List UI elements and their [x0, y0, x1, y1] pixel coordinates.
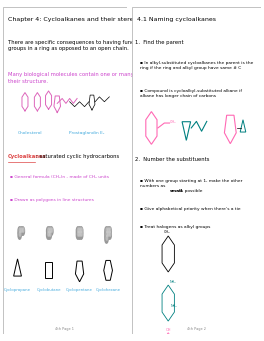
Text: as possible: as possible — [177, 190, 203, 193]
Circle shape — [19, 228, 21, 232]
Text: Cyclohexane: Cyclohexane — [96, 288, 121, 292]
Text: Prostaglandin E₁: Prostaglandin E₁ — [69, 131, 105, 135]
Text: CH₃: CH₃ — [164, 230, 170, 234]
Circle shape — [109, 232, 111, 236]
Circle shape — [50, 227, 53, 235]
Circle shape — [108, 231, 111, 239]
Circle shape — [105, 235, 108, 243]
Circle shape — [19, 232, 21, 236]
Text: ▪ Compound is cycloalkyl-substituted alkane if
alkane has longer chain of carbon: ▪ Compound is cycloalkyl-substituted alk… — [140, 89, 242, 98]
Text: ▪ With one group starting at 1, make the other
numbers as: ▪ With one group starting at 1, make the… — [140, 179, 242, 188]
Circle shape — [79, 227, 83, 235]
Circle shape — [20, 227, 23, 235]
Text: There are specific consequences to having functional
groups in a ring as opposed: There are specific consequences to havin… — [8, 40, 148, 51]
Text: 4th Page 1: 4th Page 1 — [55, 327, 74, 331]
Circle shape — [48, 231, 51, 239]
Circle shape — [108, 232, 109, 236]
Circle shape — [46, 227, 50, 235]
Circle shape — [77, 228, 79, 232]
Circle shape — [106, 236, 108, 240]
Circle shape — [46, 231, 50, 239]
Text: ▪ Treat halogens as alkyl groups: ▪ Treat halogens as alkyl groups — [140, 224, 210, 228]
Text: NH₂: NH₂ — [171, 305, 177, 308]
Circle shape — [78, 231, 81, 239]
Circle shape — [21, 227, 25, 235]
Text: Cyclopentane: Cyclopentane — [66, 288, 93, 292]
Circle shape — [108, 228, 109, 232]
Circle shape — [77, 232, 79, 236]
Circle shape — [106, 232, 108, 236]
Circle shape — [21, 228, 22, 232]
Text: Cyclopropane: Cyclopropane — [4, 288, 31, 292]
Circle shape — [48, 232, 49, 236]
Text: Cycloalkanes: Cycloalkanes — [8, 154, 46, 159]
Circle shape — [49, 228, 51, 232]
Circle shape — [105, 227, 108, 235]
Text: Cyclobutane: Cyclobutane — [36, 288, 61, 292]
Circle shape — [76, 227, 79, 235]
Circle shape — [81, 232, 82, 236]
Text: ▪ In alkyl-substituted cycloalkanes the parent is the
ring if the ring and alkyl: ▪ In alkyl-substituted cycloalkanes the … — [140, 61, 253, 70]
Circle shape — [108, 227, 111, 235]
Text: Cholesterol: Cholesterol — [18, 131, 42, 135]
Circle shape — [106, 227, 110, 235]
Text: Chapter 4: Cycloalkanes and their stereochemistry: Chapter 4: Cycloalkanes and their stereo… — [8, 17, 168, 21]
Circle shape — [109, 228, 111, 232]
Circle shape — [79, 228, 81, 232]
Text: 2.  Number the substituents: 2. Number the substituents — [135, 158, 209, 162]
Circle shape — [79, 231, 83, 239]
Circle shape — [48, 227, 51, 235]
FancyBboxPatch shape — [3, 7, 127, 334]
Circle shape — [106, 228, 108, 232]
Text: Many biological molecules contain one or many rings in
their structure.: Many biological molecules contain one or… — [8, 72, 155, 84]
Circle shape — [76, 231, 79, 239]
Circle shape — [48, 228, 49, 232]
Text: CH₃: CH₃ — [169, 120, 176, 124]
Text: ▪ Drawn as polygons in line structures: ▪ Drawn as polygons in line structures — [10, 198, 94, 202]
Circle shape — [79, 232, 81, 236]
Text: ▪ Give alphabetical priority when there’s a tie: ▪ Give alphabetical priority when there’… — [140, 207, 241, 210]
Circle shape — [81, 228, 82, 232]
Text: 4.1 Naming cycloalkanes: 4.1 Naming cycloalkanes — [137, 17, 216, 21]
Circle shape — [18, 231, 21, 239]
Text: 1.  Find the parent: 1. Find the parent — [135, 40, 183, 45]
Circle shape — [51, 228, 53, 232]
Text: 4th Page 2: 4th Page 2 — [187, 327, 206, 331]
FancyBboxPatch shape — [132, 7, 261, 334]
Text: small: small — [170, 190, 183, 193]
Text: OH: OH — [166, 328, 171, 332]
Circle shape — [49, 232, 51, 236]
Circle shape — [105, 231, 108, 239]
Text: NH₂: NH₂ — [169, 280, 176, 284]
Circle shape — [106, 231, 110, 239]
Circle shape — [18, 227, 21, 235]
Circle shape — [78, 227, 81, 235]
Text: : saturated cyclic hydrocarbons: : saturated cyclic hydrocarbons — [36, 154, 119, 159]
Text: ▪ General formula (CH₂)n - made of CH₂ units: ▪ General formula (CH₂)n - made of CH₂ u… — [10, 175, 109, 179]
Circle shape — [22, 228, 24, 232]
